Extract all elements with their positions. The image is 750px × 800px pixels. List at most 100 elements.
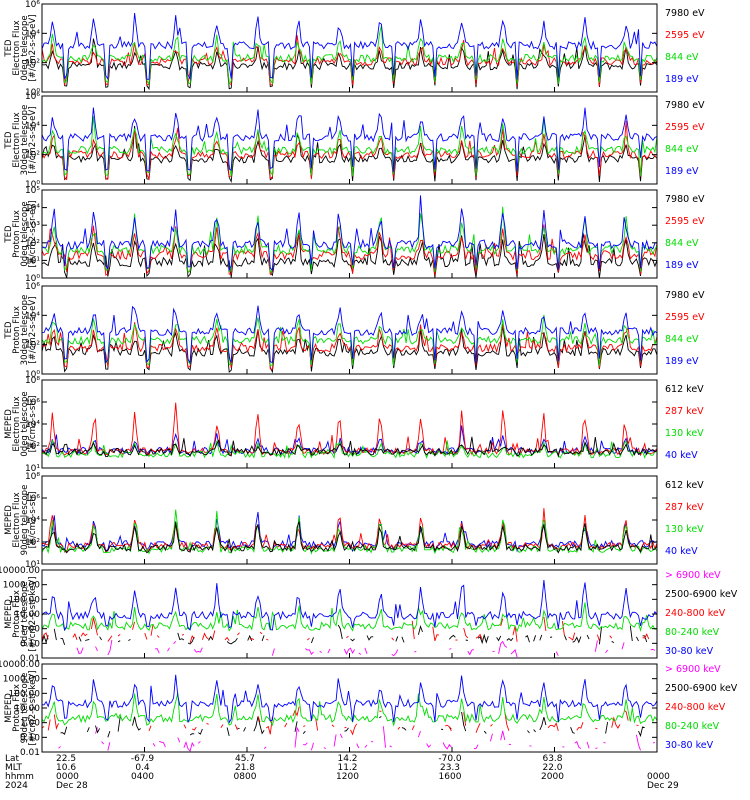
y-tick-label: 10⁶ <box>25 494 40 504</box>
y-tick-label: 10⁴ <box>25 204 40 214</box>
panel-frame <box>41 663 658 753</box>
y-tick-label: 10⁰ <box>25 88 40 98</box>
y-tick-label: 10⁴ <box>25 311 40 321</box>
legend-entry: 189 eV <box>665 74 699 85</box>
x-tick-label: 0000 <box>56 772 79 782</box>
y-axis-label-line: MEPED <box>4 505 14 535</box>
y-tick-label: 10⁶ <box>25 282 40 292</box>
y-axis-label-line: TED <box>4 225 14 244</box>
y-axis-label-line: 0deg telescope <box>20 391 30 456</box>
legend-entry: 130 keV <box>665 428 704 439</box>
legend-entry: 2500-6900 keV <box>665 589 738 600</box>
legend-entry: 7980 eV <box>665 194 705 205</box>
y-tick-label: 10⁵ <box>25 186 40 196</box>
legend-entry: 844 eV <box>665 52 699 63</box>
series-line-2595-ev <box>41 120 658 181</box>
y-axis-label-line: [#/cm2-s-str-keV] <box>28 671 38 746</box>
y-tick-label: 10⁰ <box>25 274 40 284</box>
legend-entry: 80-240 keV <box>665 721 720 732</box>
y-tick-label: 10² <box>25 341 40 351</box>
legend-entry: 844 eV <box>665 144 699 155</box>
series-line-844-ev <box>41 25 658 86</box>
series-line-7980-ev <box>41 38 658 91</box>
y-tick-label: 10² <box>25 59 40 69</box>
x-row-label: MLT <box>5 763 23 773</box>
x-tick-label: 2000 <box>541 772 564 782</box>
legend-entry: 844 eV <box>665 238 699 249</box>
legend-entry: 30-80 keV <box>665 740 714 751</box>
x-tick-label: 0800 <box>234 772 257 782</box>
y-axis-label-line: [#/cm2-s-str-keV] <box>28 577 38 652</box>
x-tick-label: 63.8 <box>542 754 562 764</box>
series-line-189-ev <box>41 195 658 272</box>
legend-entry: 2595 eV <box>665 122 705 133</box>
series-line-189-ev <box>41 12 658 81</box>
y-axis-label-line: [#/cm2-s-sr-eV] <box>28 14 38 81</box>
y-axis-label-line: TED <box>4 321 14 340</box>
series-line-80-240-kev <box>41 692 658 727</box>
y-tick-label: 10⁴ <box>25 420 40 430</box>
y-tick-label: 10⁶ <box>25 92 40 102</box>
legend-entry: 240-800 keV <box>665 702 726 713</box>
x-row-label: hhmm <box>5 772 34 782</box>
y-axis-label-line: Electron Flux <box>12 20 22 75</box>
y-tick-label: 10.00 <box>14 704 40 714</box>
y-tick-label: 10³ <box>25 221 40 231</box>
y-axis-label-line: [#/cm2-s-str] <box>28 492 38 549</box>
legend-entry: > 6900 keV <box>665 664 721 675</box>
y-axis-label-line: Proton Flux <box>12 210 22 258</box>
y-tick-label: 100.00 <box>9 689 41 699</box>
y-axis-label-line: 0deg telescope <box>20 581 30 646</box>
x-tick-label: 23.3 <box>440 763 460 773</box>
legend-entry: 7980 eV <box>665 100 705 111</box>
legend-entry: 612 keV <box>665 480 704 491</box>
legend-entry: 30-80 keV <box>665 646 714 657</box>
y-tick-label: 10¹ <box>25 560 40 570</box>
y-tick-label: 10² <box>25 442 40 452</box>
y-axis-label-line: [#/cm2-s-sr-eV] <box>28 296 38 363</box>
series-line-612-kev <box>41 425 658 456</box>
legend-entry: 2595 eV <box>665 216 705 227</box>
series-line-2595-ev <box>41 224 658 276</box>
y-axis-label-line: [#/cm2-s-sr-eV] <box>28 106 38 173</box>
panel-7: 0.01 0.10 1.00 10.00 100.00 1000.00 10000.00 ME… <box>0 566 738 664</box>
series-line-7980-ev <box>41 125 658 184</box>
y-tick-label: 10⁶ <box>25 0 40 10</box>
y-tick-label: 0.10 <box>20 639 40 649</box>
series-line-844-ev <box>41 116 658 177</box>
y-tick-label: 100.00 <box>9 595 41 605</box>
x-row-label: 2024 <box>5 781 28 791</box>
y-axis-label-line: MEPED <box>4 599 14 629</box>
y-axis-label-line: Electron Flux <box>12 396 22 451</box>
y-tick-label: 10⁴ <box>25 121 40 131</box>
y-axis-label-line: Proton Flux <box>12 590 22 638</box>
series-line-30-80-kev <box>41 579 658 632</box>
y-tick-label: 10² <box>25 239 40 249</box>
legend-entry: 189 eV <box>665 260 699 271</box>
y-axis-label-line: Proton Flux <box>12 684 22 732</box>
series-line-844-ev <box>42 206 658 275</box>
x-tick-label: 0400 <box>131 772 154 782</box>
legend-entry: 7980 eV <box>665 290 705 301</box>
x-tick-label: 0000 <box>647 772 670 782</box>
y-tick-label: 1000.00 <box>3 581 40 591</box>
series-line-2595-ev <box>41 35 658 87</box>
legend-entry: 7980 eV <box>665 8 705 19</box>
y-axis-label-line: [#/cm2-s-sr-eV] <box>28 200 38 267</box>
y-tick-label: 10000.00 <box>0 566 40 576</box>
x-tick-label: 45.7 <box>235 754 255 764</box>
x-tick-label: Dec 28 <box>56 781 88 791</box>
y-axis-label-line: 90deg telescope <box>20 673 30 744</box>
legend-entry: 130 keV <box>665 524 704 535</box>
legend-entry: > 6900 keV <box>665 570 721 581</box>
legend-entry: 844 eV <box>665 334 699 345</box>
legend-entry: 40 keV <box>665 546 698 557</box>
y-axis-label-line: TED <box>4 131 14 150</box>
y-tick-label: 10⁸ <box>25 472 40 482</box>
series-line-130-kev <box>41 439 658 460</box>
y-tick-label: 10⁶ <box>25 398 40 408</box>
